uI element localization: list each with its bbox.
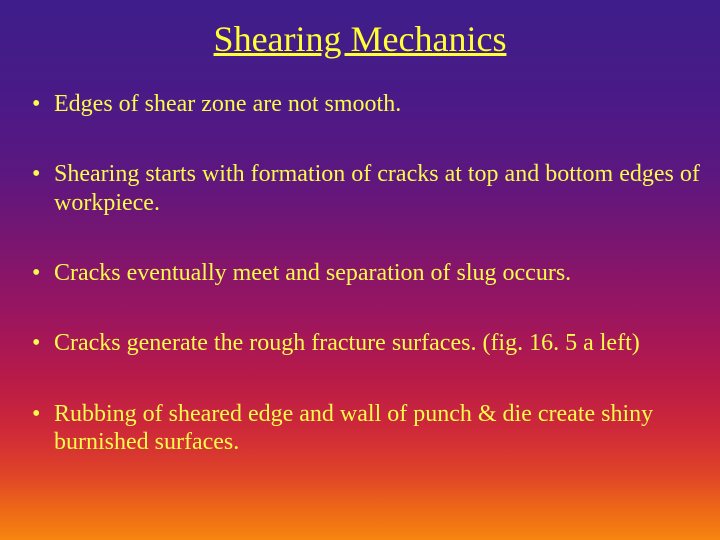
bullet-list: Edges of shear zone are not smooth. Shea… <box>20 90 700 456</box>
slide-title: Shearing Mechanics <box>20 18 700 60</box>
list-item: Shearing starts with formation of cracks… <box>32 160 700 217</box>
list-item: Cracks generate the rough fracture surfa… <box>32 329 700 357</box>
list-item: Rubbing of sheared edge and wall of punc… <box>32 400 700 457</box>
slide: Shearing Mechanics Edges of shear zone a… <box>0 0 720 540</box>
list-item: Cracks eventually meet and separation of… <box>32 259 700 287</box>
list-item: Edges of shear zone are not smooth. <box>32 90 700 118</box>
